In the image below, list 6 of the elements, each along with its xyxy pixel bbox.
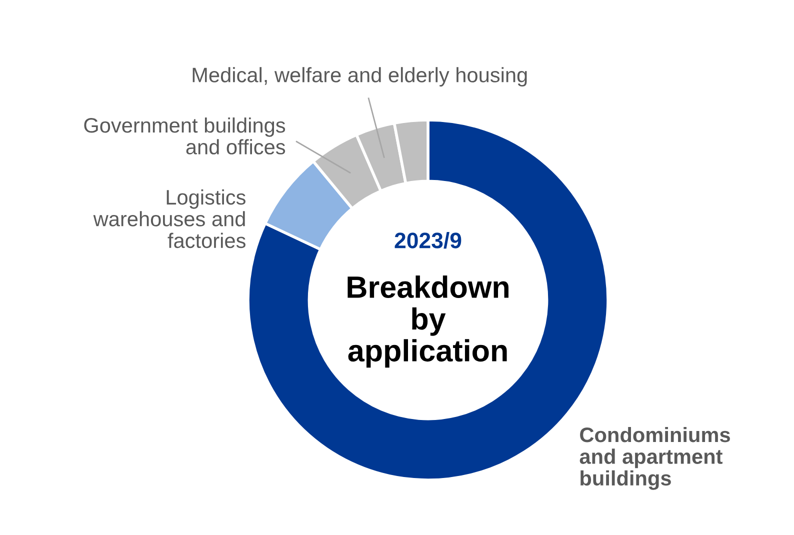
slice-label: Logistics warehouses and factories — [93, 189, 246, 248]
slice-label: Condominiums and apartment buildings — [580, 426, 730, 490]
slice-label: Government buildings and offices — [84, 117, 286, 154]
text: Breakdown by application — [348, 276, 508, 368]
text: 2023/9 — [394, 232, 462, 249]
slice-label: Medical, welfare and elderly housing — [192, 67, 527, 87]
